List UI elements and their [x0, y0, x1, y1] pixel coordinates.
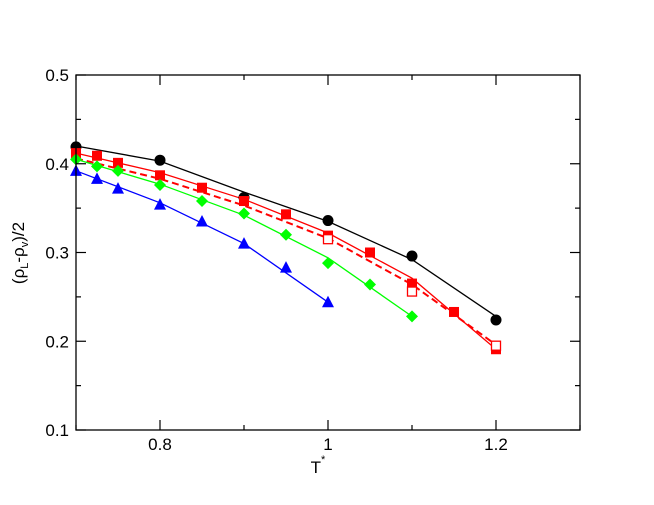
y-axis-label-mid: -ρ	[9, 247, 28, 262]
data-point	[280, 228, 292, 241]
data-point	[406, 250, 418, 262]
data-point	[113, 157, 123, 168]
data-point	[281, 209, 291, 220]
data-point	[196, 195, 208, 208]
data-point	[197, 182, 207, 193]
series-line-1	[75, 152, 497, 350]
data-point	[322, 234, 334, 245]
data-point	[112, 182, 124, 194]
data-point	[154, 154, 166, 166]
x-tick-label: 1.2	[484, 435, 508, 454]
y-axis-label-sub-v: v	[19, 241, 31, 247]
data-point	[322, 257, 334, 270]
plot-frame	[75, 74, 581, 431]
y-tick-labels: 0.1 0.2 0.3 0.4 0.5	[45, 66, 69, 440]
x-tick-label: 0.8	[148, 435, 172, 454]
series-lines	[75, 145, 497, 350]
axis-ticks	[75, 74, 581, 431]
data-point	[406, 286, 418, 297]
y-tick-label: 0.2	[45, 332, 69, 351]
data-point	[112, 164, 124, 177]
x-axis-label: T*	[311, 454, 326, 477]
x-axis-label-sup: *	[321, 454, 326, 466]
data-point	[364, 278, 376, 291]
data-point	[91, 172, 103, 184]
data-point	[322, 295, 334, 308]
series-line-2	[75, 157, 497, 346]
y-axis-label: (ρL-ρv)/2	[9, 222, 31, 284]
data-point	[154, 198, 166, 210]
data-point	[92, 150, 102, 161]
data-point	[490, 314, 502, 326]
y-tick-label: 0.4	[45, 155, 69, 174]
x-tick-labels: 0.8 1 1.2	[148, 435, 508, 454]
data-point	[196, 214, 208, 227]
data-point	[449, 306, 459, 317]
data-point	[238, 207, 250, 220]
data-point	[91, 160, 103, 173]
y-tick-label: 0.1	[45, 421, 69, 440]
y-axis-label-sub-l: L	[19, 263, 31, 269]
data-point	[154, 179, 166, 192]
data-point	[406, 310, 418, 323]
data-point	[239, 196, 249, 207]
data-point	[365, 247, 375, 258]
data-point	[280, 261, 292, 273]
data-point	[407, 278, 417, 289]
data-point	[238, 237, 250, 249]
x-tick-label: 1	[323, 435, 332, 454]
series-line-0	[75, 145, 497, 317]
data-point	[155, 170, 165, 181]
x-axis-label-main: T	[311, 458, 321, 477]
data-point	[322, 215, 334, 227]
y-axis-label-close: )/2	[9, 222, 28, 242]
y-tick-label: 0.5	[45, 66, 69, 85]
y-tick-label: 0.3	[45, 244, 69, 263]
data-point	[490, 340, 502, 351]
y-axis-label-open: (ρ	[9, 269, 28, 284]
